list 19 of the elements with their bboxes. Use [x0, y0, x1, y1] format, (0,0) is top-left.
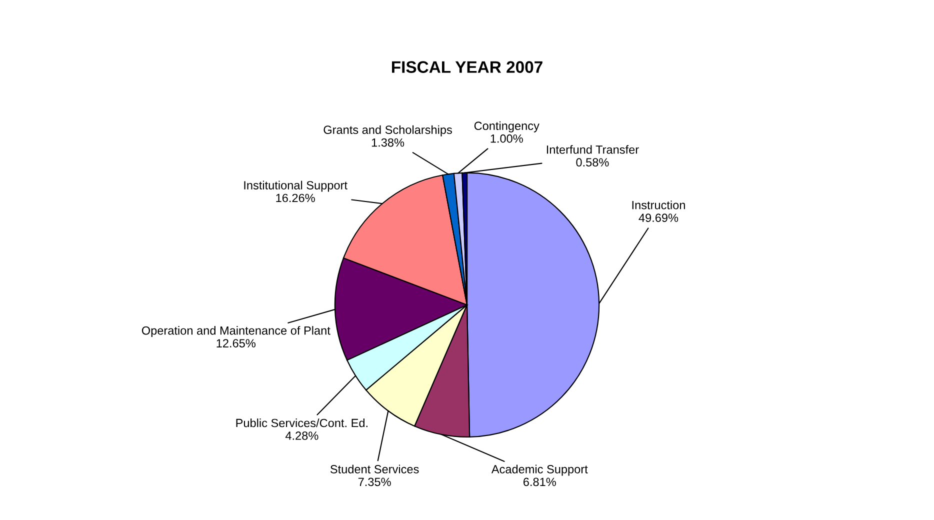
data-label: 7.35% [358, 478, 391, 486]
data-label: 4.28% [285, 432, 318, 440]
slice-label: Institutional Support [244, 180, 348, 192]
chart-title: FISCAL YEAR 2007 [392, 61, 542, 73]
data-label: 49.69% [638, 214, 678, 222]
slice-label: Academic Support [491, 464, 588, 476]
data-label: 12.65% [216, 339, 256, 348]
slice-label: Operation and Maintenance of Plant [142, 326, 330, 338]
data-label: 0.58% [576, 158, 609, 167]
slice-label: Student Services [330, 464, 419, 474]
slice-label: Grants and Scholarships [324, 125, 452, 136]
slice-label: Instruction [632, 200, 685, 210]
data-label: 6.81% [524, 478, 556, 486]
data-label: 1.00% [490, 134, 523, 143]
data-label: 16.26% [276, 194, 315, 202]
slice-label: Contingency [474, 121, 540, 132]
slice-label: Interfund Transfer [546, 145, 639, 154]
slice-label: Public Services/Cont. Ed. [236, 418, 368, 428]
data-label: 1.38% [372, 138, 404, 147]
